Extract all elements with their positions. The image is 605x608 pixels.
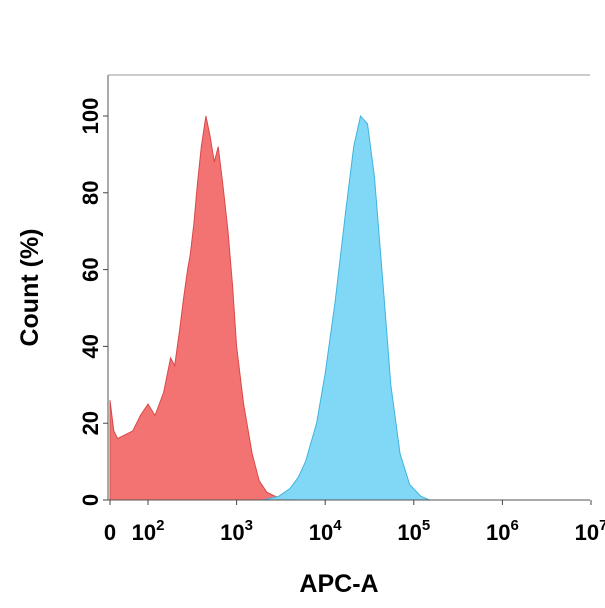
series-area-1 bbox=[109, 115, 299, 501]
series-area-2 bbox=[263, 114, 430, 501]
y-tick-label: 20 bbox=[78, 411, 103, 435]
x-tick-label: 106 bbox=[486, 517, 519, 545]
y-tick-label: 60 bbox=[78, 257, 103, 281]
x-tick-labels: 0102103104105106107108 bbox=[104, 517, 605, 545]
x-tick-label: 107 bbox=[575, 517, 605, 545]
axes bbox=[103, 74, 592, 505]
x-tick-label: 103 bbox=[220, 517, 253, 545]
y-tick-label: 0 bbox=[78, 494, 103, 506]
y-tick-label: 40 bbox=[78, 334, 103, 358]
x-axis-title: APC-A bbox=[299, 570, 378, 598]
plot-area bbox=[109, 114, 430, 501]
x-tick-label: 0 bbox=[104, 520, 116, 545]
x-tick-label: 102 bbox=[132, 517, 165, 545]
y-tick-label: 80 bbox=[78, 181, 103, 205]
x-tick-label: 105 bbox=[397, 517, 430, 545]
y-axis-title: Count (%) bbox=[16, 228, 44, 346]
y-tick-label: 100 bbox=[78, 98, 103, 135]
y-tick-labels: 0 20 40 60 80 100 bbox=[78, 98, 103, 506]
x-tick-label: 104 bbox=[309, 517, 342, 545]
